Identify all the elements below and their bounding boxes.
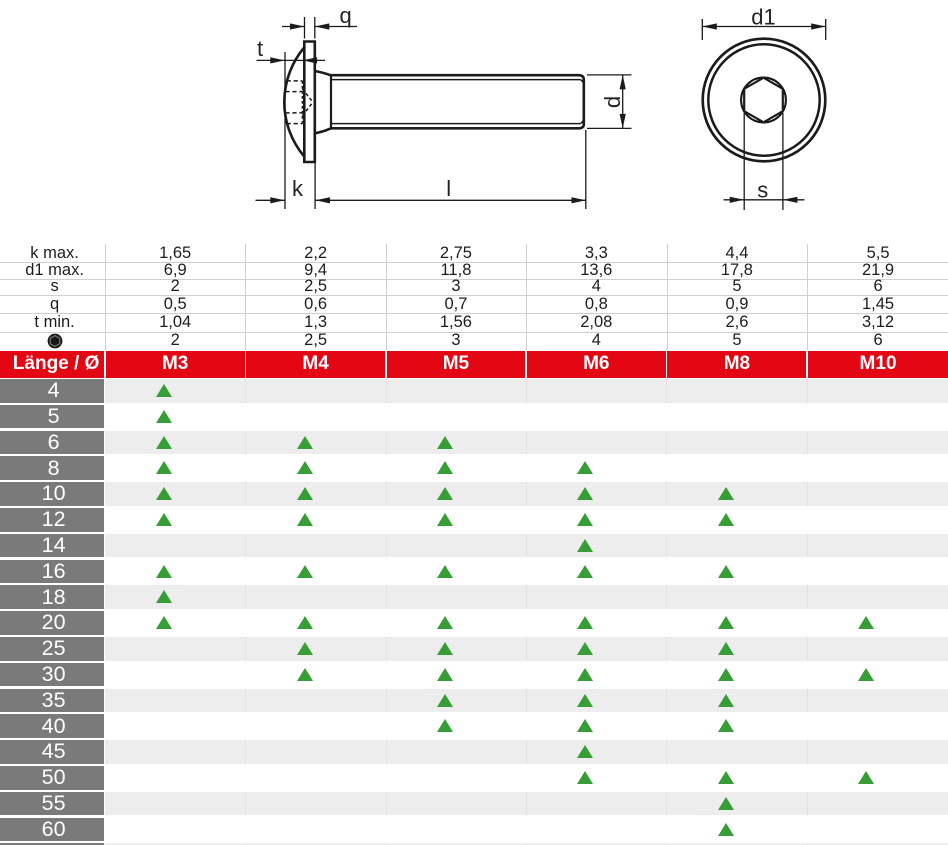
svg-text:d: d (600, 96, 625, 108)
svg-text:d1: d1 (751, 5, 775, 30)
svg-text:s: s (757, 178, 768, 203)
svg-text:q: q (340, 3, 352, 28)
svg-text:l: l (446, 176, 451, 201)
svg-text:t: t (257, 36, 263, 61)
svg-text:k: k (292, 176, 304, 201)
